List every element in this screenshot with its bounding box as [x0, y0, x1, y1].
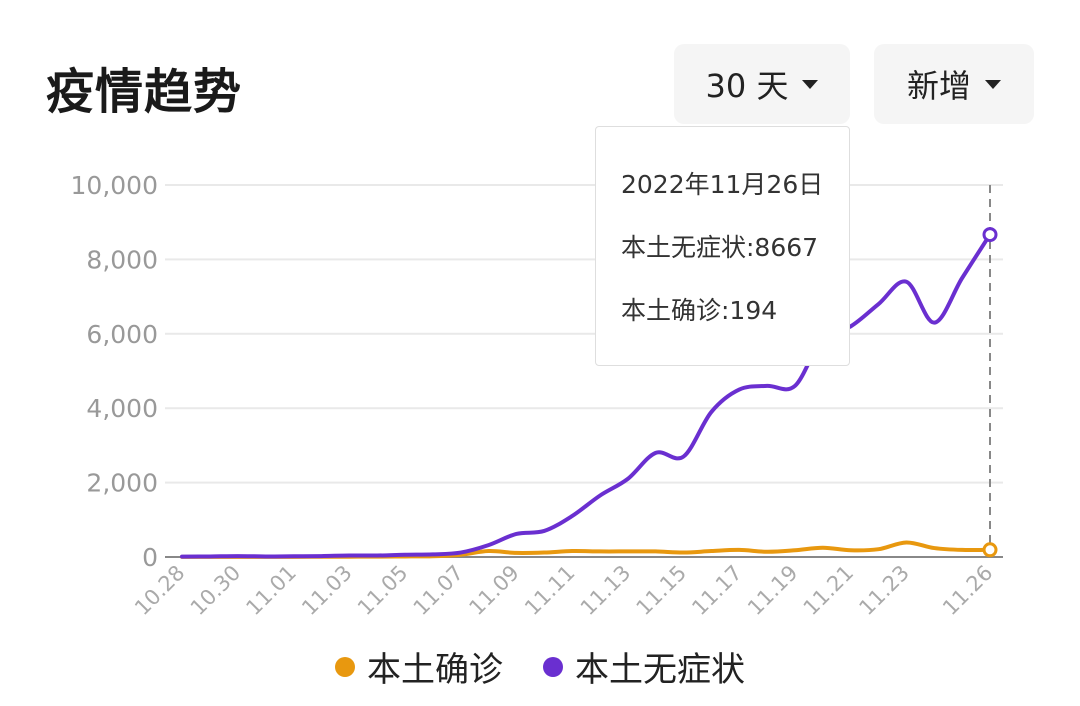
chart-legend: 本土确诊 本土无症状: [0, 642, 1080, 691]
legend-dot-icon: [543, 656, 563, 677]
x-tick-label: 10.28: [130, 561, 189, 620]
x-tick-label: 11.09: [464, 561, 523, 620]
time-range-label: 30 天: [705, 67, 789, 105]
x-tick-label: 11.26: [938, 561, 997, 620]
legend-item-confirmed[interactable]: 本土确诊: [335, 642, 503, 691]
caret-down-icon: [985, 79, 1001, 89]
highlight-point-0: [982, 542, 998, 558]
legend-item-asymptomatic[interactable]: 本土无症状: [543, 642, 745, 691]
legend-label: 本土无症状: [575, 650, 745, 690]
x-tick-label: 11.03: [297, 561, 356, 620]
x-tick-label: 10.30: [186, 561, 245, 620]
x-tick-label: 11.17: [687, 561, 746, 620]
tooltip-date: 2022年11月26日: [621, 170, 824, 199]
series-line-1: [180, 232, 992, 559]
legend-dot-icon: [335, 656, 355, 677]
y-tick-label: 10,000: [71, 171, 158, 200]
y-tick-label: 2,000: [86, 469, 158, 498]
x-tick-label: 11.11: [520, 561, 579, 620]
x-tick-label: 11.07: [409, 561, 468, 620]
caret-down-icon: [802, 79, 819, 89]
y-tick-label: 8,000: [86, 245, 158, 274]
tooltip-confirmed: 本土确诊:194: [621, 296, 778, 325]
x-tick-label: 11.15: [632, 561, 691, 620]
tooltip-asymptomatic: 本土无症状:8667: [621, 233, 819, 262]
data-mode-dropdown[interactable]: 新增: [874, 44, 1034, 124]
data-mode-label: 新增: [906, 67, 971, 105]
time-range-dropdown[interactable]: 30 天: [674, 44, 850, 124]
x-tick-label: 11.05: [353, 561, 412, 620]
highlight-point-1: [982, 227, 998, 243]
x-tick-label: 11.19: [743, 561, 802, 620]
x-tick-label: 11.01: [241, 561, 300, 620]
legend-label: 本土确诊: [367, 650, 503, 690]
x-tick-label: 11.13: [576, 561, 635, 620]
y-tick-label: 4,000: [86, 394, 158, 423]
y-tick-label: 6,000: [86, 320, 158, 349]
y-tick-label: 0: [142, 543, 158, 572]
x-tick-label: 11.21: [799, 561, 858, 620]
page-title: 疫情趋势: [46, 64, 243, 120]
x-tick-label: 11.23: [854, 561, 913, 620]
chart-tooltip: 2022年11月26日 本土无症状:8667 本土确诊:194: [595, 126, 850, 366]
